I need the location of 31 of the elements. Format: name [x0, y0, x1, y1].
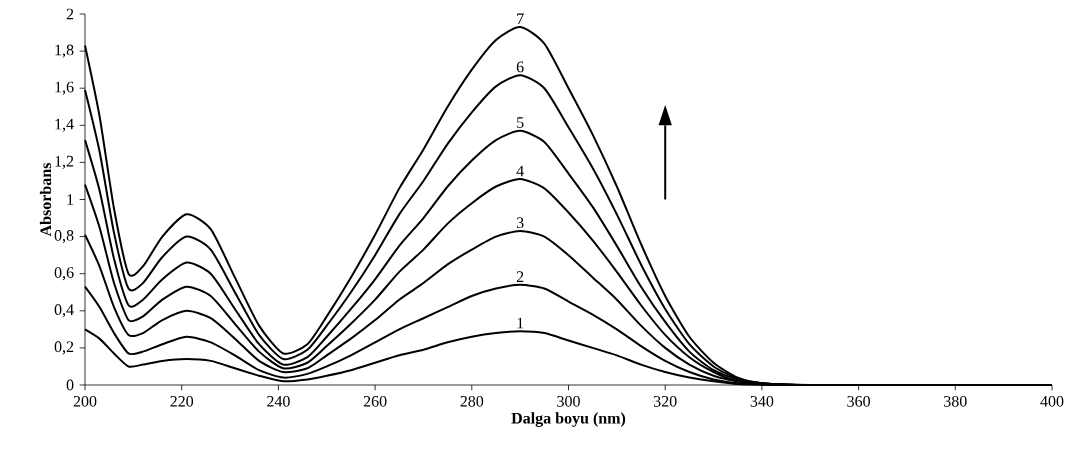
x-tick-label: 220: [170, 395, 194, 407]
x-tick-label: 320: [653, 395, 677, 407]
x-tick-label: 400: [1040, 395, 1064, 407]
y-tick-label: 1,8: [55, 44, 74, 58]
x-tick-label: 260: [363, 395, 387, 407]
y-tick-label: 1,4: [55, 118, 74, 132]
series-label: 2: [516, 271, 524, 282]
x-tick-label: 300: [557, 395, 580, 407]
series-label: 5: [517, 117, 524, 128]
x-tick-label: 340: [750, 395, 774, 407]
y-tick-label: 0,6: [54, 267, 74, 281]
y-tick-label: 0,2: [54, 341, 74, 355]
y-tick-label: 0,8: [54, 230, 74, 244]
x-axis-title: Dalga boyu (nm): [511, 412, 626, 427]
series-label: 3: [516, 217, 524, 229]
y-tick-label: 0,4: [54, 304, 74, 318]
series-label: 4: [516, 165, 524, 177]
x-tick-label: 360: [847, 395, 870, 407]
x-tick-label: 200: [73, 395, 97, 407]
x-tick-label: 280: [460, 395, 484, 407]
x-tick-label: 240: [267, 395, 290, 407]
x-tick-label: 380: [944, 395, 967, 407]
y-tick-label: 1,2: [55, 155, 74, 169]
y-tick-label: 2: [66, 8, 74, 20]
y-tick-label: 0: [66, 379, 74, 391]
series-label: 6: [516, 61, 524, 73]
series-label: 1: [517, 317, 524, 329]
series-label: 7: [517, 13, 524, 25]
y-tick-label: 1,6: [55, 81, 74, 95]
y-axis-title: Absorbans: [39, 163, 52, 237]
y-tick-label: 1: [67, 194, 74, 205]
